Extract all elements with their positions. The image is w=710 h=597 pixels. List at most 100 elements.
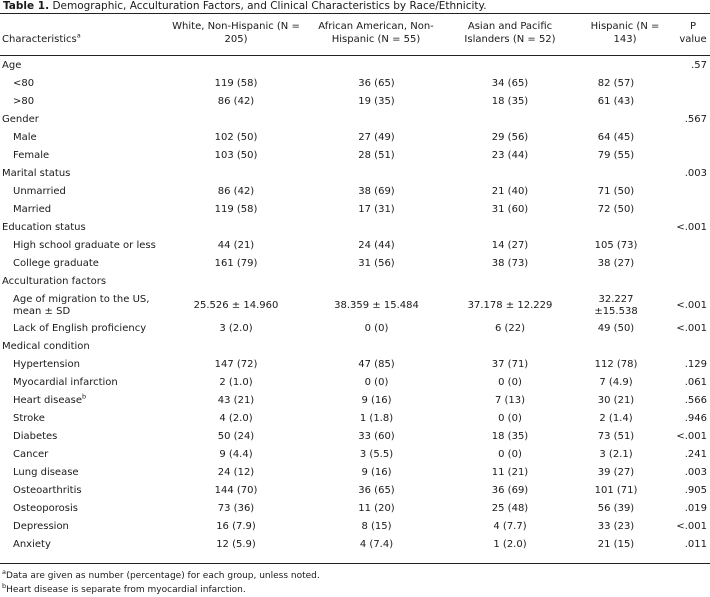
cell-c1 (168, 273, 304, 291)
table-row: Cancer 9 (4.4) 3 (5.5) 0 (0) 3 (2.1) .241 (0, 446, 710, 464)
bottom-rule (0, 563, 710, 565)
cell-c4 (571, 57, 661, 75)
cell-c2: 0 (0) (364, 323, 389, 334)
row-label: Married (13, 204, 52, 215)
cell-c3: 23 (44) (491, 150, 529, 161)
cell-c2 (304, 219, 449, 237)
cell-p-value: <.001 (676, 222, 707, 233)
table-row: Anxiety 12 (5.9) 4 (7.4) 1 (2.0) 21 (15) .011 (0, 536, 710, 554)
cell-c4: 112 (78) (594, 359, 638, 370)
cell-c4: 33 (23) (597, 521, 635, 532)
cell-c3: 38 (73) (491, 258, 529, 269)
section-row: Age .57 (0, 57, 710, 75)
cell-c2: 36 (65) (358, 485, 395, 496)
cell-c3: 29 (56) (491, 132, 529, 143)
cell-p-value: .566 (684, 395, 707, 406)
row-label: Cancer (13, 449, 49, 460)
row-label: Acculturation factors (2, 276, 107, 287)
header-p-value: P value (679, 21, 707, 45)
cell-c4 (571, 111, 661, 129)
row-label: Marital status (2, 168, 71, 179)
header-asian-pacific: Asian and Pacific Islanders (N = 52) (464, 21, 556, 45)
cell-c4 (571, 338, 661, 356)
cell-c3 (449, 111, 571, 129)
cell-c1: 119 (58) (214, 78, 258, 89)
cell-c4: 72 (50) (597, 204, 635, 215)
cell-c3: 4 (7.7) (493, 521, 527, 532)
cell-c2: 28 (51) (358, 150, 395, 161)
cell-c1: 24 (12) (217, 467, 255, 478)
row-label: Gender (2, 114, 39, 125)
cell-c4: 61 (43) (597, 96, 635, 107)
table-body: Age .57 <80 119 (58) 36 (65) 34 (65) 82 (57) >8… (0, 57, 710, 554)
row-label: College graduate (13, 258, 99, 269)
row-label: Hypertension (13, 359, 80, 370)
cell-p-value (661, 75, 710, 93)
cell-c4: 56 (39) (597, 503, 635, 514)
table-row: High school graduate or less 44 (21) 24 (4… (0, 237, 710, 255)
cell-c1: 50 (24) (217, 431, 255, 442)
cell-c3: 37 (71) (491, 359, 529, 370)
cell-c3: 7 (13) (494, 395, 526, 406)
cell-p-value: .003 (684, 168, 707, 179)
footnote-marker-b: b (82, 392, 87, 401)
table-row: Myocardial infarction 2 (1.0) 0 (0) 0 (0) 7 … (0, 374, 710, 392)
row-label: Age (2, 60, 22, 71)
cell-c4: 39 (27) (597, 467, 635, 478)
cell-c4: 105 (73) (594, 240, 638, 251)
cell-c4: 32.227 ±15.538 (594, 293, 638, 317)
cell-c2: 17 (31) (358, 204, 395, 215)
header-hispanic: Hispanic (N = 143) (590, 21, 660, 45)
header-characteristics: Characteristicsa (2, 31, 81, 45)
cell-c4: 64 (45) (597, 132, 635, 143)
row-label: Osteoarthritis (13, 485, 82, 496)
table-row: Male 102 (50) 27 (49) 29 (56) 64 (45) (0, 129, 710, 147)
cell-p-value: <.001 (676, 521, 707, 532)
cell-c2 (304, 338, 449, 356)
table-row: Unmarried 86 (42) 38 (69) 21 (40) 71 (50) (0, 183, 710, 201)
row-label: Heart diseaseb (13, 392, 87, 406)
cell-c2: 11 (20) (358, 503, 395, 514)
cell-c3: 6 (22) (494, 323, 526, 334)
header-african-american: African American, Non-Hispanic (N = 55) (318, 21, 434, 45)
table-row: Lack of English proficiency 3 (2.0) 0 (0) 6… (0, 320, 710, 338)
cell-c2: 27 (49) (358, 132, 395, 143)
cell-c1: 73 (36) (217, 503, 255, 514)
cell-p-value: <.001 (676, 299, 707, 311)
table-row: Osteoporosis 73 (36) 11 (20) 25 (48) 56 (39)… (0, 500, 710, 518)
cell-c3: 25 (48) (491, 503, 529, 514)
footnote-b: bHeart disease is separate from myocardi… (2, 582, 246, 595)
cell-c1: 147 (72) (214, 359, 258, 370)
cell-c3: 11 (21) (491, 467, 529, 478)
cell-p-value: .011 (684, 539, 707, 550)
table-label: Table 1. (3, 0, 50, 12)
cell-p-value (661, 129, 710, 147)
cell-c3 (449, 219, 571, 237)
table-caption: Table 1. Demographic, Acculturation Fact… (3, 0, 487, 13)
cell-c1: 86 (42) (217, 96, 255, 107)
cell-p-value: .019 (684, 503, 707, 514)
section-row: Marital status .003 (0, 165, 710, 183)
cell-c4: 3 (2.1) (599, 449, 633, 460)
cell-p-value: .946 (684, 413, 707, 424)
cell-c1: 2 (1.0) (219, 377, 253, 388)
cell-c2: 47 (85) (358, 359, 395, 370)
cell-c2 (304, 111, 449, 129)
table-row: Osteoarthritis 144 (70) 36 (65) 36 (69) 101 … (0, 482, 710, 500)
cell-p-value: .905 (684, 485, 707, 496)
cell-c3 (449, 273, 571, 291)
section-row: Education status <.001 (0, 219, 710, 237)
cell-p-value: <.001 (676, 431, 707, 442)
cell-c1: 44 (21) (217, 240, 255, 251)
row-label: Depression (13, 521, 69, 532)
cell-c1: 161 (79) (214, 258, 258, 269)
header-white: White, Non-Hispanic (N = 205) (172, 21, 300, 45)
cell-c3: 34 (65) (491, 78, 529, 89)
table-row: Hypertension 147 (72) 47 (85) 37 (71) 112 (7… (0, 356, 710, 374)
table-row: Female 103 (50) 28 (51) 23 (44) 79 (55) (0, 147, 710, 165)
cell-c1: 144 (70) (214, 485, 258, 496)
footnote-a: aData are given as number (percentage) f… (2, 568, 320, 581)
row-label: Education status (2, 222, 86, 233)
cell-c3 (449, 165, 571, 183)
cell-p-value: .129 (684, 359, 707, 370)
